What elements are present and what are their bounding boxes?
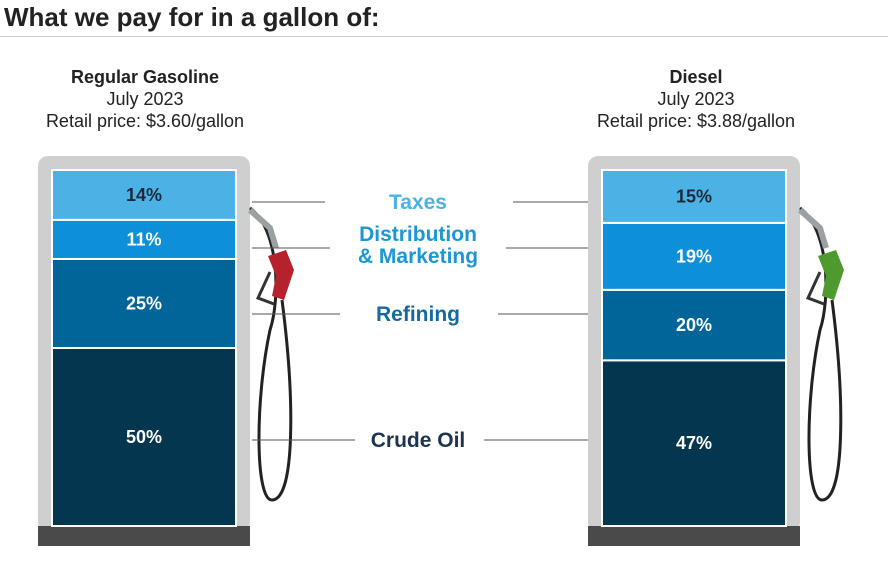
gasoline-label-taxes: 14% <box>126 185 162 205</box>
diesel-label-taxes: 15% <box>676 186 712 206</box>
gasoline-nozzle-trigger <box>255 271 275 306</box>
gasoline-segment-distribution-marketing <box>51 218 237 260</box>
diesel-period: July 2023 <box>657 89 735 109</box>
gasoline-segment-taxes <box>51 169 237 221</box>
diesel-hose <box>799 206 843 502</box>
gasoline-nozzle-icon <box>268 250 294 300</box>
gasoline-label-distribution-marketing: 11% <box>126 229 161 249</box>
diesel-segment-taxes <box>601 169 787 224</box>
legend-crude-oil: Crude Oil <box>252 429 588 452</box>
gasoline-pump: 50% 25% 11% 14% <box>38 156 294 546</box>
gasoline-segment-refining <box>51 258 237 349</box>
gasoline-nozzle-pipe <box>247 207 279 249</box>
diesel-label-distribution-marketing: 19% <box>676 246 712 266</box>
diesel-segment-distribution-marketing <box>601 221 787 291</box>
diesel-segment-refining <box>601 288 787 362</box>
diesel-header: Diesel July 2023 Retail price: $3.88/gal… <box>546 66 846 132</box>
legend-distribution-marketing-label-line1: Distribution <box>359 223 477 246</box>
legend-crude-oil-label: Crude Oil <box>371 429 466 452</box>
gasoline-hose <box>249 206 293 502</box>
gasoline-label-crude-oil: 50% <box>126 427 162 447</box>
gasoline-header: Regular Gasoline July 2023 Retail price:… <box>0 66 295 132</box>
diesel-pump-base <box>588 526 800 546</box>
diesel-pump: 47% 20% 19% 15% <box>588 156 844 546</box>
diesel-nozzle-icon <box>818 250 844 300</box>
gasoline-price: Retail price: $3.60/gallon <box>45 111 245 131</box>
gasoline-title: Regular Gasoline <box>70 67 220 87</box>
gasoline-segment-crude-oil <box>51 347 237 527</box>
diesel-title: Diesel <box>669 67 723 87</box>
legend-taxes-label: Taxes <box>389 191 447 214</box>
legend-refining-label: Refining <box>376 303 460 326</box>
diesel-label-crude-oil: 47% <box>676 433 712 453</box>
legend-refining: Refining <box>252 303 588 326</box>
legend-distribution-marketing-label-line2: & Marketing <box>358 245 478 268</box>
page-title: What we pay for in a gallon of: <box>4 2 380 32</box>
title-divider <box>0 36 888 37</box>
diesel-nozzle-trigger <box>805 271 825 306</box>
diesel-segment-crude-oil <box>601 359 787 527</box>
gasoline-period: July 2023 <box>106 89 184 109</box>
legend-distribution-marketing: Distribution& Marketing <box>252 223 588 268</box>
gasoline-pump-base <box>38 526 250 546</box>
diesel-price: Retail price: $3.88/gallon <box>596 111 796 131</box>
gasoline-label-refining: 25% <box>126 294 162 314</box>
diesel-label-refining: 20% <box>676 315 712 335</box>
legend-taxes: Taxes <box>252 191 588 214</box>
diesel-nozzle-pipe <box>797 207 829 249</box>
